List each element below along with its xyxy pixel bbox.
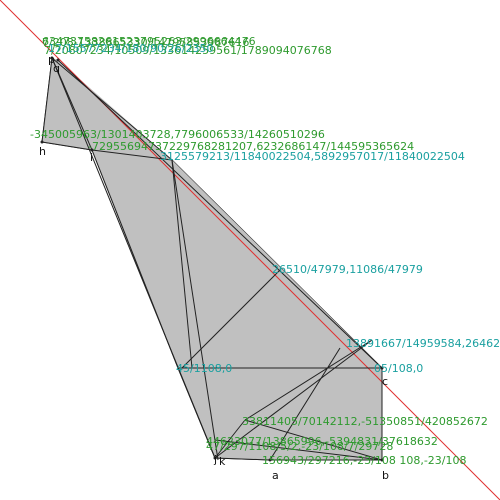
- point-label-j: j: [213, 453, 217, 466]
- coord-label-top1: 63473758261523795263/2996664476: [42, 35, 256, 48]
- point-label-k: k: [219, 455, 226, 468]
- vertex-j: [213, 456, 217, 460]
- edge-c-a: [269, 347, 341, 461]
- coord-label-lower1: 33811405/70142112,-51350851/420852672: [242, 415, 488, 428]
- edge-p-i: [51, 57, 93, 151]
- polygon-edges: [41, 57, 383, 461]
- coord-label-left-axis: 45/1108,0: [176, 362, 232, 375]
- edge-p-j: [51, 57, 216, 459]
- point-label-i: i: [90, 151, 93, 164]
- edge-c-lower: [244, 339, 373, 421]
- edge-p-h: [41, 57, 53, 143]
- edge-h-i: [41, 141, 93, 151]
- edge-mid-cyan: [171, 159, 193, 369]
- edge-c-j: [214, 339, 373, 459]
- coord-label-h: -345005963/1301403728,7796006533/1426051…: [30, 128, 325, 141]
- coord-label-top3: 7/20807234/10509/133614259561/1789094076…: [44, 44, 332, 57]
- vertex-q: [56, 58, 60, 62]
- coord-label-lower2: 44623077/13865996,-5394831/37618632: [206, 435, 438, 448]
- vertex-dots: [40, 56, 384, 462]
- edge-lower-b: [244, 419, 383, 461]
- coord-label-bottom: 156943/297216,-23/108 108,-23/108: [262, 454, 467, 467]
- vertex-b: [380, 458, 384, 462]
- vertex-c: [380, 366, 384, 370]
- edge-a-j: [214, 457, 271, 461]
- coord-label-cyan-mid: 26510/47979,11086/47979: [272, 263, 423, 276]
- edge-cyan-diag: [181, 269, 281, 369]
- edge-q-c: [57, 59, 383, 369]
- coord-label-top2: 7/208-1338865330/14795853987616: [42, 36, 249, 49]
- point-label-c: c: [382, 375, 388, 388]
- coord-label-i: -72955694737229768281207,6232686147/1445…: [88, 140, 414, 153]
- edge-b-j: [214, 439, 383, 461]
- coord-label-c: 13891667/14959584,26462: [346, 337, 500, 350]
- coord-label-right-axis: 05/108,0: [374, 362, 423, 375]
- vertex-p: [50, 56, 54, 60]
- filled-region-main: [42, 58, 382, 460]
- coord-label-top4: 17/15577234/180/90/26/2350: [48, 42, 214, 55]
- vertex-i: [90, 148, 94, 152]
- vertex-a: [268, 458, 272, 462]
- point-label-p: p: [48, 53, 55, 66]
- edge-mid-k: [171, 159, 219, 461]
- vertex-h: [40, 140, 44, 144]
- edge-p-mid: [51, 57, 173, 161]
- point-label-a: a: [272, 469, 279, 482]
- edge-i-mid: [91, 149, 173, 161]
- coord-label-lower3: 47/297/1108/5/2,-23/108/7/29728: [206, 440, 393, 453]
- point-label-h: h: [39, 145, 46, 158]
- point-label-b: b: [382, 469, 389, 482]
- edge-lower-j: [214, 419, 246, 459]
- point-label-q: q: [53, 62, 60, 75]
- coord-label-mid: 3125579213/11840022504,5892957017/118400…: [160, 150, 465, 163]
